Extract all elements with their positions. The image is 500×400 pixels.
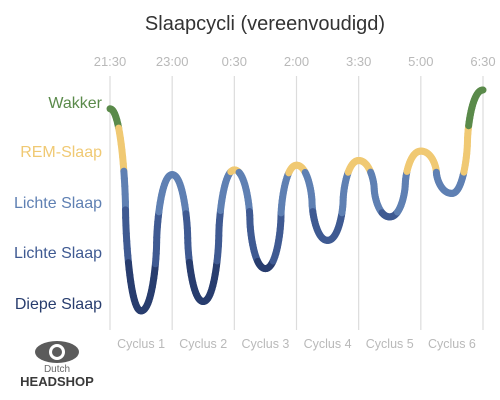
logo-iris (52, 347, 62, 357)
x-tick-label: 5:00 (408, 54, 433, 69)
gridlines (109, 76, 484, 330)
x-tick-label: 23:00 (156, 54, 189, 69)
x-tick-label: 21:30 (94, 54, 127, 69)
chart-title: Slaapcycli (vereenvoudigd) (145, 13, 385, 35)
stage-label: Lichte Slaap (14, 245, 102, 262)
dutch-headshop-logo: Dutch HEADSHOP (20, 341, 94, 389)
y-axis-stage-labels: Wakker REM-Slaap Lichte Slaap Lichte Slaap D… (14, 95, 103, 313)
x-axis-ticks: 21:30 23:00 0:30 2:00 3:30 5:00 6:30 (94, 54, 496, 69)
stage-label: REM-Slaap (20, 144, 102, 161)
logo-line2: HEADSHOP (20, 374, 94, 389)
x-tick-label: 3:30 (346, 54, 371, 69)
stage-label: Diepe Slaap (15, 296, 102, 313)
stage-label: Lichte Slaap (14, 195, 102, 212)
x-tick-label: 2:00 (284, 54, 309, 69)
cycle-label: Cyclus 5 (366, 337, 414, 351)
cycle-labels: Cyclus 1 Cyclus 2 Cyclus 3 Cyclus 4 Cyclus 5… (117, 337, 476, 351)
cycle-label: Cyclus 1 (117, 337, 165, 351)
sleep-curve (106, 86, 487, 315)
x-tick-label: 0:30 (222, 54, 247, 69)
cycle-label: Cyclus 4 (304, 337, 352, 351)
cycle-label: Cyclus 6 (428, 337, 476, 351)
logo-line1: Dutch (44, 364, 70, 375)
cycle-label: Cyclus 3 (241, 337, 289, 351)
x-tick-label: 6:30 (470, 54, 495, 69)
stage-label: Wakker (48, 95, 102, 112)
cycle-label: Cyclus 2 (179, 337, 227, 351)
